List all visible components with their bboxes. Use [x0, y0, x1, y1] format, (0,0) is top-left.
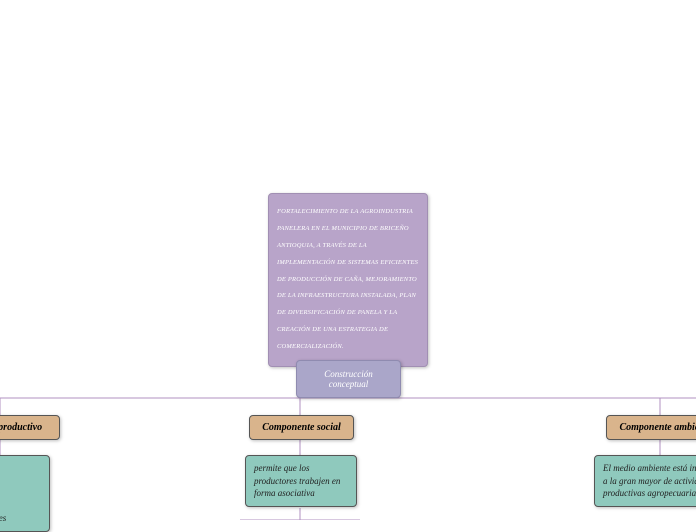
- main-node-text: FORTALECIMIENTO DE LA AGROINDUSTRIA PANE…: [277, 208, 418, 350]
- component-ambiental-title: Componente ambienta: [619, 422, 696, 433]
- component-ambiental[interactable]: Componente ambienta: [606, 415, 696, 440]
- component-social-title: Componente social: [262, 422, 341, 433]
- desc-ambiental[interactable]: El medio ambiente está integrado a la gr…: [594, 455, 696, 507]
- component-productive[interactable]: onente productivo: [0, 415, 60, 440]
- sub-node-label: Construcción conceptual: [324, 369, 373, 389]
- main-node[interactable]: FORTALECIMIENTO DE LA AGROINDUSTRIA PANE…: [268, 193, 428, 367]
- desc-ambiental-text: El medio ambiente está integrado a la gr…: [603, 463, 696, 498]
- desc-social-text: permite que los productores trabajen en …: [254, 463, 340, 498]
- desc-social[interactable]: permite que los productores trabajen en …: [245, 455, 357, 507]
- component-productive-title: onente productivo: [0, 422, 42, 433]
- component-social[interactable]: Componente social: [249, 415, 354, 440]
- sub-node[interactable]: Construcción conceptual: [296, 360, 401, 398]
- desc-productive-text: ducción de la es una de las radicionales…: [0, 476, 6, 524]
- desc-productive[interactable]: ducción de la es una de las radicionales…: [0, 455, 50, 532]
